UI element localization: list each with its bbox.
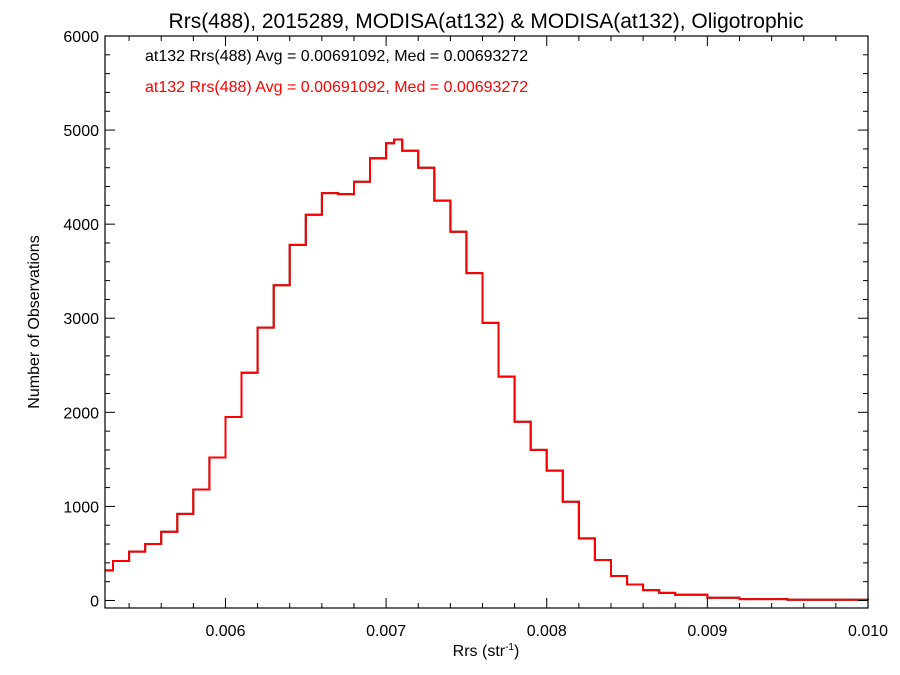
series-layer — [105, 138, 869, 601]
y-tick-label: 2000 — [63, 405, 99, 422]
x-axis-label-superscript: -1 — [505, 642, 514, 653]
y-axis: 0 1000 2000 3000 4000 5000 6000 — [63, 29, 868, 610]
x-tick-label: 0.006 — [205, 623, 245, 640]
y-tick-label: 6000 — [63, 29, 99, 46]
y-tick-label: 0 — [90, 593, 99, 610]
x-tick-label: 0.010 — [848, 623, 888, 640]
x-axis-label-main: Rrs (str — [453, 643, 506, 660]
chart-title: Rrs(488), 2015289, MODISA(at132) & MODIS… — [169, 10, 804, 33]
y-axis-label: Number of Observations — [26, 235, 43, 408]
x-axis-label-close: ) — [514, 643, 519, 660]
y-tick-label: 1000 — [63, 499, 99, 516]
x-axis: 0.006 0.007 0.008 0.009 0.010 — [128, 36, 888, 640]
series-line-red — [105, 138, 869, 601]
x-axis-label: Rrs (str-1) — [453, 642, 520, 660]
y-tick-label: 3000 — [63, 311, 99, 328]
annotation-black: at132 Rrs(488) Avg = 0.00691092, Med = 0… — [145, 48, 528, 65]
annotation-red: at132 Rrs(488) Avg = 0.00691092, Med = 0… — [145, 79, 528, 96]
x-tick-label: 0.007 — [366, 623, 406, 640]
y-tick-label: 4000 — [63, 217, 99, 234]
x-tick-label: 0.008 — [527, 623, 567, 640]
y-tick-label: 5000 — [63, 123, 99, 140]
x-tick-label: 0.009 — [687, 623, 727, 640]
plot-frame — [104, 35, 869, 609]
